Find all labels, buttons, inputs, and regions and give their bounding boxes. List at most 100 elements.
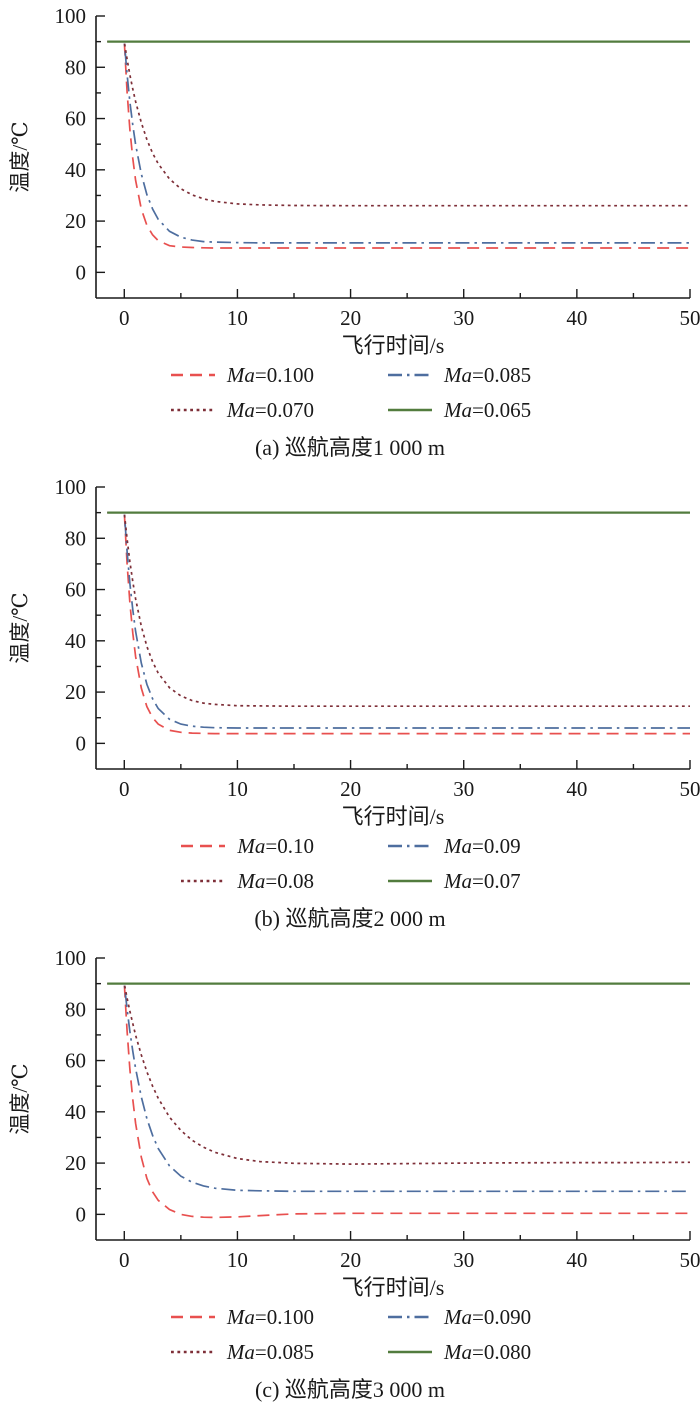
legend-label: Ma=0.08: [237, 868, 314, 894]
svg-text:100: 100: [55, 948, 87, 970]
svg-text:60: 60: [65, 107, 86, 131]
legend-item: Ma=0.070: [169, 397, 314, 423]
svg-text:0: 0: [76, 731, 87, 755]
series-line: [107, 513, 690, 707]
chart-a-legend: Ma=0.100 Ma=0.085 Ma=0.070 Ma=0.065: [0, 362, 700, 423]
legend-line-swatch: [386, 839, 434, 853]
svg-text:30: 30: [453, 777, 474, 801]
svg-text:30: 30: [453, 306, 474, 330]
series-line: [107, 42, 690, 248]
svg-text:80: 80: [65, 526, 86, 550]
series-line: [107, 42, 690, 206]
svg-text:60: 60: [65, 578, 86, 602]
series-line: [107, 984, 690, 1218]
svg-text:40: 40: [65, 629, 86, 653]
svg-text:80: 80: [65, 997, 86, 1021]
svg-text:80: 80: [65, 55, 86, 79]
legend-item: Ma=0.080: [386, 1339, 531, 1365]
svg-text:50: 50: [680, 1248, 700, 1272]
svg-text:0: 0: [119, 777, 130, 801]
series-line: [107, 984, 690, 1192]
svg-text:20: 20: [340, 777, 361, 801]
x-axis-label: 飞行时间/s: [342, 333, 445, 358]
legend-line-swatch: [386, 1345, 434, 1359]
svg-text:10: 10: [227, 777, 248, 801]
legend-label: Ma=0.070: [227, 397, 314, 423]
series-line: [107, 513, 690, 728]
svg-text:30: 30: [453, 1248, 474, 1272]
legend-label: Ma=0.085: [227, 1339, 314, 1365]
legend-line-swatch: [169, 403, 217, 417]
legend-item: Ma=0.07: [386, 868, 521, 894]
legend-line-swatch: [169, 1345, 217, 1359]
legend-line-swatch: [386, 1310, 434, 1324]
svg-text:20: 20: [65, 209, 86, 233]
legend-item: Ma=0.09: [386, 833, 521, 859]
legend-label: Ma=0.07: [444, 868, 521, 894]
legend-item: Ma=0.100: [169, 1304, 314, 1330]
svg-text:40: 40: [65, 1100, 86, 1124]
chart-b-legend: Ma=0.10 Ma=0.09 Ma=0.08 Ma=0.07: [0, 833, 700, 894]
y-axis-label: 温度/℃: [8, 1063, 32, 1134]
x-axis-label: 飞行时间/s: [342, 1275, 445, 1300]
svg-text:50: 50: [680, 306, 700, 330]
y-axis-label: 温度/℃: [8, 121, 32, 192]
y-axis-label: 温度/℃: [8, 592, 32, 663]
legend-line-swatch: [386, 368, 434, 382]
legend-label: Ma=0.080: [444, 1339, 531, 1365]
legend-label: Ma=0.090: [444, 1304, 531, 1330]
axes: [96, 958, 690, 1240]
legend-label: Ma=0.100: [227, 1304, 314, 1330]
svg-text:10: 10: [227, 306, 248, 330]
svg-text:20: 20: [65, 1151, 86, 1175]
series-lines: [107, 42, 690, 248]
legend-item: Ma=0.08: [179, 868, 314, 894]
svg-text:20: 20: [340, 306, 361, 330]
legend-item: Ma=0.100: [169, 362, 314, 388]
svg-text:100: 100: [55, 477, 87, 499]
axis-ticks: [96, 958, 690, 1240]
chart-c-caption: (c) 巡航高度3 000 m: [0, 1372, 700, 1404]
legend-label: Ma=0.09: [444, 833, 521, 859]
legend-item: Ma=0.085: [386, 362, 531, 388]
svg-text:0: 0: [119, 1248, 130, 1272]
svg-text:40: 40: [566, 306, 587, 330]
legend-line-swatch: [386, 874, 434, 888]
legend-label: Ma=0.100: [227, 362, 314, 388]
chart-a-caption: (a) 巡航高度1 000 m: [0, 430, 700, 462]
chart-c-legend: Ma=0.100 Ma=0.090 Ma=0.085 Ma=0.080: [0, 1304, 700, 1365]
svg-text:20: 20: [65, 680, 86, 704]
svg-text:20: 20: [340, 1248, 361, 1272]
legend-line-swatch: [169, 1310, 217, 1324]
svg-text:0: 0: [76, 260, 87, 284]
svg-text:40: 40: [65, 158, 86, 182]
axes: [96, 16, 690, 298]
axes: [96, 487, 690, 769]
svg-text:10: 10: [227, 1248, 248, 1272]
legend-line-swatch: [179, 839, 227, 853]
legend-line-swatch: [179, 874, 227, 888]
series-line: [107, 513, 690, 734]
legend-label: Ma=0.10: [237, 833, 314, 859]
axis-ticks: [96, 16, 690, 298]
series-line: [107, 984, 690, 1165]
legend-item: Ma=0.085: [169, 1339, 314, 1365]
legend-label: Ma=0.085: [444, 362, 531, 388]
svg-text:40: 40: [566, 777, 587, 801]
legend-label: Ma=0.065: [444, 397, 531, 423]
svg-text:0: 0: [119, 306, 130, 330]
chart-b-caption: (b) 巡航高度2 000 m: [0, 901, 700, 933]
svg-text:0: 0: [76, 1202, 87, 1226]
